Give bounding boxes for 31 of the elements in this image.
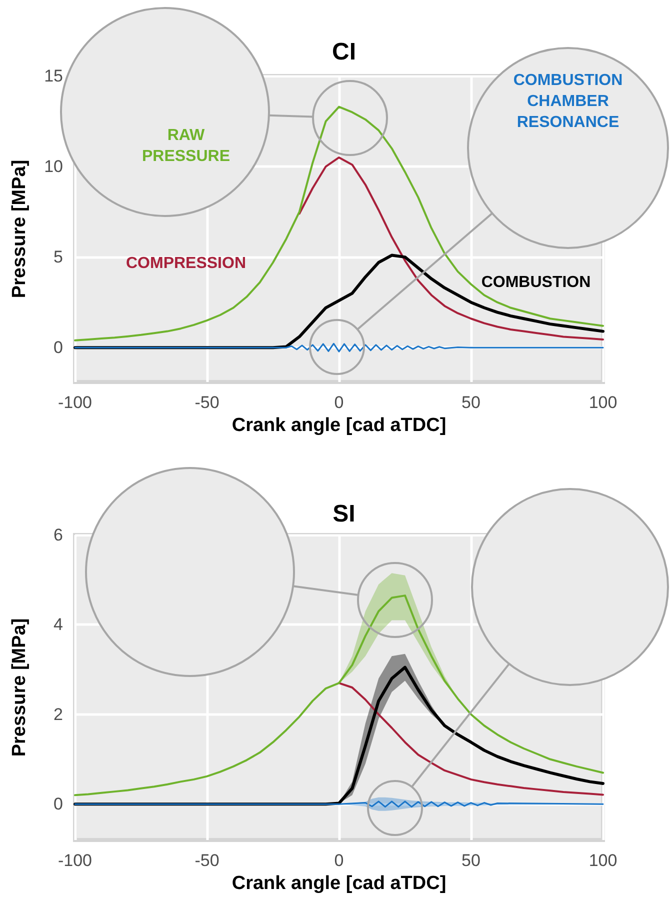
- y-tick-label: 4: [54, 615, 63, 634]
- x-tick-label: -100: [58, 851, 92, 870]
- y-tick-label: 15: [44, 66, 63, 86]
- series-label: COMBUSTION: [481, 274, 591, 291]
- chart-title: CI: [332, 38, 356, 66]
- x-axis-title: Crank angle [cad aTDC]: [232, 414, 446, 436]
- y-tick-label: 0: [54, 338, 63, 358]
- line-series: [338, 682, 604, 796]
- y-tick-label: 5: [54, 248, 63, 267]
- text: COMBUSTION CHAMBER RESONANCE: [513, 72, 623, 131]
- y-tick-label: 2: [54, 704, 63, 724]
- text: RAW PRESSURE: [142, 127, 230, 165]
- x-axis-title: Crank angle [cad aTDC]: [232, 872, 446, 894]
- y-tick-label: 6: [54, 526, 63, 544]
- y-tick-label: 0: [54, 794, 63, 814]
- line-series: [74, 342, 604, 352]
- x-tick-label: -50: [194, 393, 220, 412]
- x-tick-label: -100: [58, 393, 92, 412]
- y-axis-title: Pressure [MPa]: [9, 160, 30, 298]
- y-axis-title: Pressure [MPa]: [9, 618, 30, 757]
- x-tick-label: 100: [588, 393, 618, 412]
- text: COMPRESSION: [126, 255, 246, 272]
- x-tick-label: 50: [462, 851, 480, 870]
- x-tick-label: 0: [334, 393, 344, 412]
- y-tick-label: 10: [44, 157, 63, 176]
- x-tick-label: 0: [334, 851, 344, 870]
- chart-title: SI: [332, 500, 356, 528]
- x-tick-label: 50: [462, 393, 480, 412]
- x-tick-label: 100: [588, 851, 618, 870]
- line-series: [298, 156, 604, 340]
- x-tick-label: -50: [194, 851, 220, 870]
